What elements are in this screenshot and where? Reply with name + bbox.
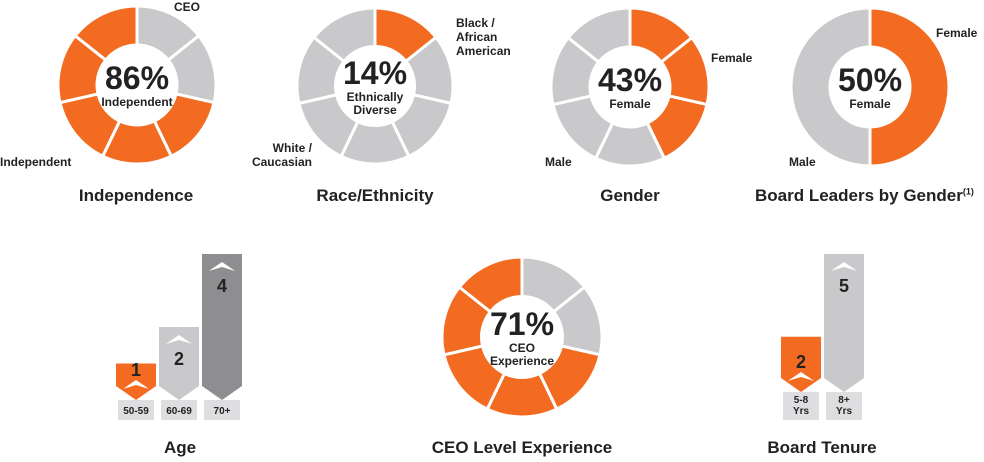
bar-value-label: 5	[839, 276, 849, 296]
donut-segment	[73, 5, 139, 63]
donut-center-value: 14%	[343, 55, 407, 91]
race-callout-white-line-2: Caucasian	[251, 155, 312, 169]
board-leaders-title: Board Leaders by Gender(1)	[755, 186, 984, 206]
bar-category-label: 50-59	[123, 406, 149, 417]
bar-value-label: 1	[131, 360, 141, 380]
bar-value-label: 2	[796, 352, 806, 372]
donut-center-label: CEO	[509, 341, 535, 355]
donut-center-value: 50%	[838, 62, 902, 98]
donut-center-label: Experience	[490, 354, 554, 368]
gender-title: Gender	[600, 186, 660, 205]
race-callout-white-caucasian: White / Caucasian	[249, 141, 312, 169]
age-bar-chart: 1 50-59 2 60-69 4 70+	[116, 254, 242, 420]
gender-donut-chart: 43%Female	[550, 7, 710, 167]
donut-center-label: Female	[609, 97, 651, 111]
bar	[159, 327, 199, 400]
gender-callout-female: Female	[711, 51, 753, 65]
bar-category-label: 8+	[838, 395, 850, 406]
independence-donut-chart: 86%Independent	[57, 5, 217, 165]
board-tenure-title: Board Tenure	[767, 438, 877, 457]
race-callout-line-1: Black /	[456, 16, 495, 30]
donut-center-label: Female	[849, 97, 891, 111]
race-callout-white-line-1: White /	[272, 141, 312, 155]
bar-chevron	[208, 262, 236, 271]
bar-value-label: 2	[174, 349, 184, 369]
donut-segment	[566, 7, 632, 65]
race-ethnicity-title: Race/Ethnicity	[316, 186, 434, 205]
board-leaders-callout-female: Female	[936, 26, 978, 40]
race-callout-black-african-american: Black / African American	[456, 16, 511, 58]
donut-segment	[457, 256, 524, 314]
bar	[781, 336, 821, 392]
board-leaders-title-text: Board Leaders by Gender	[755, 186, 963, 205]
independence-title: Independence	[78, 186, 194, 205]
board-leaders-callout-male: Male	[789, 155, 816, 169]
ceo-experience-title: CEO Level Experience	[431, 438, 613, 457]
bar-value-label: 4	[217, 276, 227, 296]
board-leaders-gender-donut-chart: 50%Female	[790, 7, 950, 167]
donut-center-value: 43%	[598, 62, 662, 98]
donut-segment	[868, 7, 950, 167]
bar-category-label: 60-69	[166, 406, 192, 417]
bar-chevron	[830, 262, 858, 271]
donut-center-label: Diverse	[353, 103, 397, 117]
donut-segment	[311, 7, 377, 64]
age-title: Age	[163, 438, 197, 457]
race-callout-line-3: American	[456, 44, 511, 58]
donut-center-value: 86%	[105, 60, 169, 96]
donut-center-label: Ethnically	[347, 90, 404, 104]
gender-callout-male: Male	[545, 155, 572, 169]
race-callout-line-2: African	[456, 30, 498, 44]
donut-segment	[790, 7, 872, 167]
bar-category-label: 70+	[214, 406, 231, 417]
bar-category-box	[161, 400, 197, 420]
bar	[202, 254, 242, 400]
bar-category-box	[204, 400, 240, 420]
bar-category-label: Yrs	[836, 406, 853, 417]
bar-category-label: Yrs	[793, 406, 810, 417]
bar-category-label: 5-8	[794, 395, 809, 406]
bar-chevron	[165, 335, 193, 344]
bar-chevron	[787, 372, 815, 381]
donut-center-value: 71%	[490, 306, 554, 342]
board-leaders-title-footnote: (1)	[962, 186, 974, 197]
independence-callout-independent: Independent	[0, 155, 72, 169]
bar-category-box	[826, 392, 862, 420]
bar-chevron	[122, 380, 150, 389]
bar-category-box	[118, 400, 154, 420]
bar-category-box	[783, 392, 819, 420]
donut-center-label: Independent	[101, 95, 172, 109]
bar	[824, 254, 864, 392]
independence-callout-ceo: CEO	[174, 0, 201, 14]
